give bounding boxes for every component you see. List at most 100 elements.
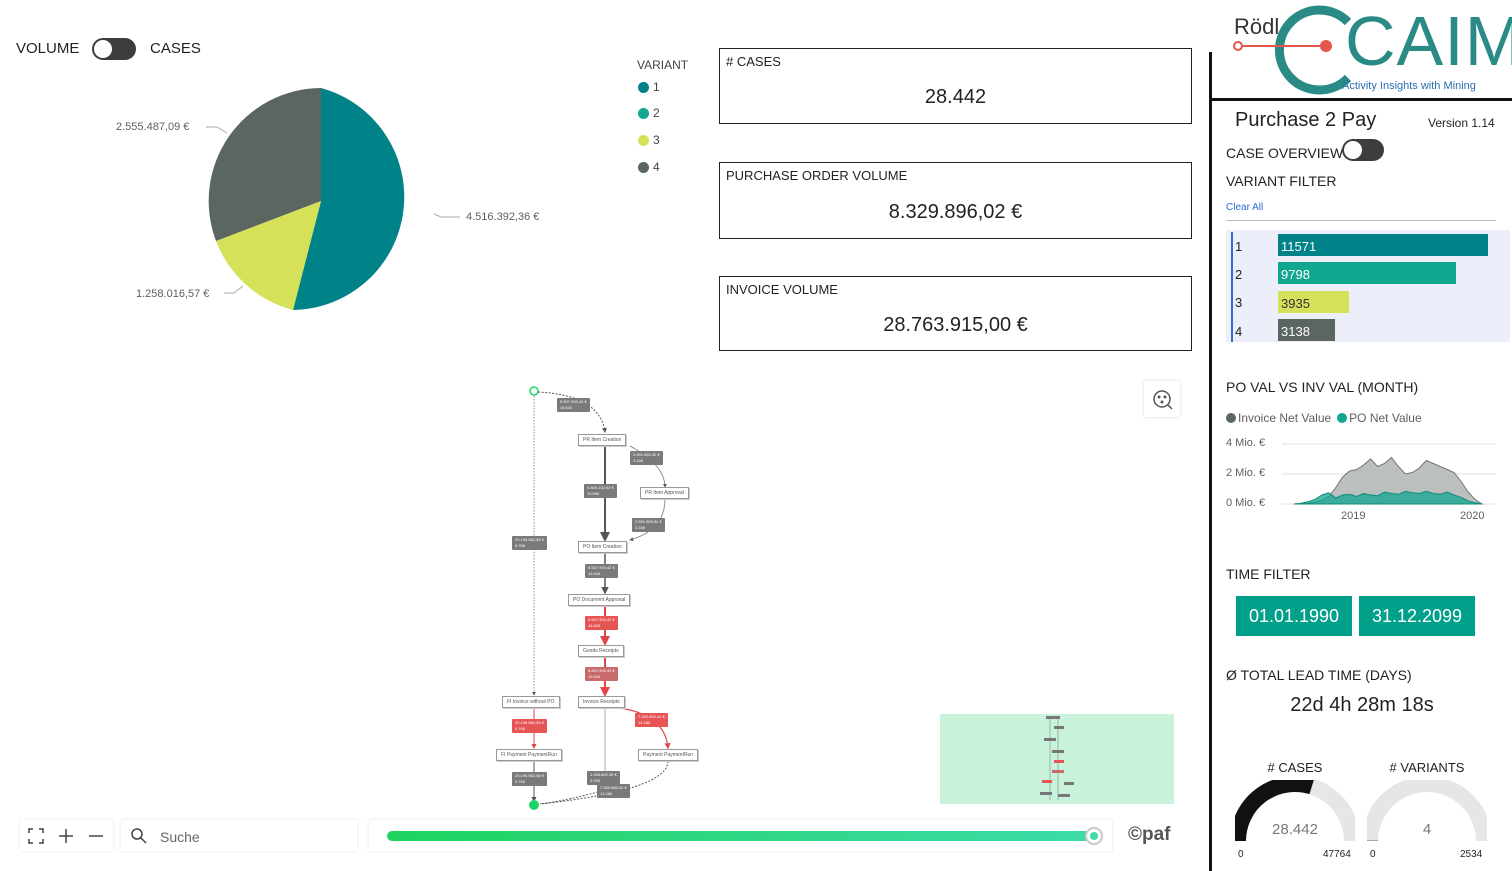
area-chart-legend: Invoice Net Value PO Net Value — [1226, 411, 1422, 425]
kpi-value: 28.442 — [924, 86, 987, 108]
app-title: Purchase 2 Pay — [1235, 109, 1377, 131]
node-goods-receipts[interactable]: Goods Receipts — [578, 645, 624, 657]
slider-handle[interactable] — [1085, 827, 1103, 845]
pie-label-variant-4: 2.555.487,09 € — [116, 121, 190, 133]
toggle-knob — [94, 40, 112, 58]
legend-title: VARIANT — [637, 58, 689, 72]
edge-badge: 2.591.560,32 €3.156 — [630, 451, 663, 465]
kpi-title: # CASES — [726, 54, 781, 69]
gauge-variants-max: 2534 — [1460, 849, 1483, 860]
case-overview-toggle[interactable] — [1342, 139, 1384, 161]
pie-label-variant-1: 4.516.392,36 € — [466, 211, 540, 223]
lead-time-title: Ø TOTAL LEAD TIME (DAYS) — [1226, 667, 1412, 683]
logo-graphic — [1233, 5, 1352, 95]
search-input[interactable]: Suche — [160, 829, 200, 845]
gauge-variants-min: 0 — [1370, 849, 1376, 860]
zoom-out-icon[interactable] — [87, 827, 105, 845]
variant-bar-2[interactable]: 9798 — [1278, 262, 1456, 284]
legend-dot — [638, 161, 649, 173]
variant-bar-3[interactable]: 3935 — [1278, 291, 1349, 313]
x-tick: 2020 — [1460, 510, 1485, 522]
area-chart-title: PO VAL VS INV VAL (MONTH) — [1226, 379, 1419, 395]
legend-label: 2 — [653, 106, 660, 120]
gauge-title-variants: # VARIANTS — [1389, 760, 1465, 775]
node-invoice-receipts[interactable]: Invoice Receipts — [578, 696, 625, 708]
legend-po[interactable]: PO Net Value — [1337, 411, 1422, 425]
variant-bar-1[interactable]: 11571 — [1278, 234, 1488, 256]
search-box[interactable]: Suche — [121, 820, 357, 851]
legend-label: Invoice Net Value — [1238, 411, 1332, 425]
variant-row-label: 3 — [1235, 295, 1243, 310]
legend-dot — [638, 81, 649, 93]
node-po-document-approval[interactable]: PO Document Approval — [568, 594, 631, 606]
caim-logo: Rödl CAIM Activity Insights with Mining — [1228, 0, 1512, 96]
gauge-cases — [1235, 780, 1355, 842]
variant-pie-chart[interactable] — [100, 80, 560, 320]
area-chart-plot[interactable] — [1282, 436, 1496, 512]
legend-invoice[interactable]: Invoice Net Value — [1226, 411, 1331, 425]
edge-badge: 1.306.602,30 €2.035 — [587, 771, 620, 785]
clear-all-link[interactable]: Clear All — [1226, 202, 1264, 213]
legend-dot — [638, 107, 649, 119]
gauge-variants-value: 4 — [1422, 821, 1432, 838]
node-po-item-creation[interactable]: PO Item Creation — [578, 541, 627, 553]
focus-view-button[interactable] — [1144, 381, 1180, 417]
gauge-cases-max: 47764 — [1323, 849, 1351, 860]
variant-row-label: 1 — [1235, 239, 1243, 254]
node-payment-paymentrun[interactable]: Payment PaymentRun — [638, 749, 699, 761]
zoom-controls — [20, 820, 113, 851]
kpi-title: INVOICE VOLUME — [726, 282, 838, 297]
legend-item-4[interactable]: 4 — [638, 160, 660, 174]
volume-cases-toggle[interactable] — [92, 38, 136, 60]
variant-bar-4[interactable]: 3138 — [1278, 319, 1335, 341]
legend-item-1[interactable]: 1 — [638, 80, 660, 94]
pie-slice-variant-3[interactable] — [216, 201, 321, 310]
pie-slice-variant-1[interactable] — [293, 88, 405, 310]
legend-label: 4 — [653, 160, 660, 174]
pie-slice-variant-4[interactable] — [208, 88, 321, 241]
edge-badge: 8.507.900,42 €16.634 — [585, 616, 618, 630]
legend-dot — [1337, 413, 1348, 423]
minimap-preview — [1040, 716, 1074, 800]
legend-label: 3 — [653, 133, 660, 147]
edge-badge: 20.196.862,58 €9.768 — [512, 772, 547, 786]
variant-filter-list[interactable]: 1 2 3 4 11571 9798 3935 3138 — [1226, 230, 1510, 342]
start-date-field[interactable]: 01.01.1990 — [1236, 596, 1352, 636]
edge-badge: 5.865.102,63 €15.596 — [584, 484, 617, 498]
slider-track — [387, 831, 1095, 841]
selection-indicator — [1231, 232, 1233, 342]
variant-row-label: 2 — [1235, 267, 1243, 282]
end-date-field[interactable]: 31.12.2099 — [1359, 596, 1475, 636]
node-pr-item-approval[interactable]: PR Item Approval — [640, 487, 689, 499]
variant-row-label: 4 — [1235, 324, 1243, 339]
edge-badge: 7.250.680,42 €14.286 — [597, 784, 630, 798]
legend-item-2[interactable]: 2 — [638, 106, 660, 120]
edge-badge: 20.196.862,58 €9.768 — [512, 536, 547, 550]
process-map-minimap[interactable] — [940, 714, 1174, 804]
logo-tagline: Activity Insights with Mining — [1342, 80, 1476, 92]
version-label: Version 1.14 — [1428, 116, 1495, 130]
kpi-value: 8.329.896,02 € — [888, 201, 1023, 223]
edge-badge: 7.250.680,42 €14.286 — [635, 713, 668, 727]
zoom-in-icon[interactable] — [57, 827, 75, 845]
x-tick: 2019 — [1341, 510, 1366, 522]
kpi-card-po-volume: PURCHASE ORDER VOLUME 8.329.896,02 € — [719, 162, 1192, 239]
process-map[interactable]: 8.507.900,42 €16.634 PR Item Creation 2.… — [490, 380, 730, 815]
legend-label: PO Net Value — [1349, 411, 1422, 425]
legend-item-3[interactable]: 3 — [638, 133, 660, 147]
fit-screen-icon[interactable] — [27, 827, 45, 845]
volume-label: VOLUME — [16, 40, 80, 57]
node-pr-item-creation[interactable]: PR Item Creation — [578, 434, 627, 446]
bar-value: 3138 — [1281, 324, 1310, 339]
y-tick: 2 Mio. € — [1226, 467, 1266, 479]
kpi-title: PURCHASE ORDER VOLUME — [726, 168, 908, 183]
toggle-knob — [1344, 141, 1362, 159]
kpi-card-cases: # CASES 28.442 — [719, 48, 1192, 124]
detail-slider[interactable] — [369, 820, 1112, 851]
legend-dot — [1226, 413, 1236, 423]
node-fi-invoice-without-po[interactable]: FI Invoice without PO — [502, 696, 560, 708]
pie-label-variant-3: 1.258.016,57 € — [136, 288, 210, 300]
node-fi-payment-paymentrun[interactable]: FI Payment PaymentRun — [496, 749, 562, 761]
edge-badge: 8.507.900,42 €16.634 — [585, 564, 618, 578]
logo-rodl-text: Rödl — [1234, 14, 1280, 39]
